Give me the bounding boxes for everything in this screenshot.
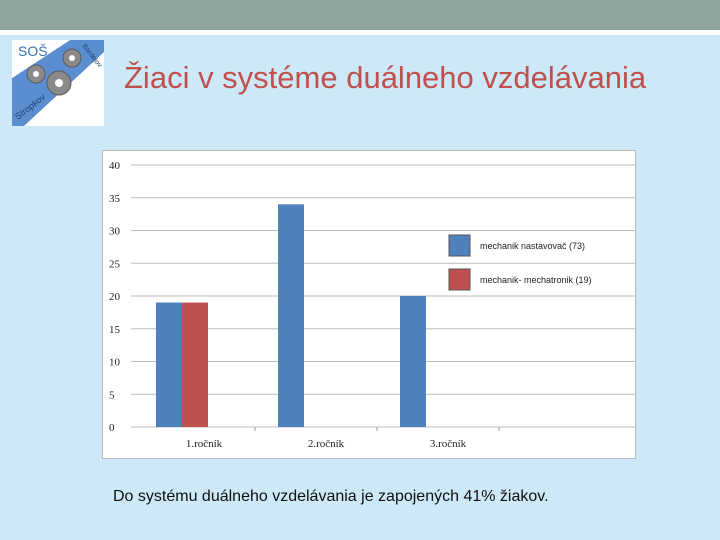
legend-swatch bbox=[448, 234, 471, 257]
bar-series1 bbox=[400, 296, 426, 427]
bar-series2 bbox=[182, 302, 208, 427]
x-tick-label: 1.ročník bbox=[186, 438, 223, 450]
y-tick-label: 20 bbox=[109, 291, 121, 303]
school-logo: SOŠ Stropkov Bardejov bbox=[12, 40, 104, 126]
chart-canvas: 0 5 10 15 20 25 30 35 40 1.ročník 2.ročník 3.ročník… bbox=[109, 160, 635, 450]
bar-chart: 0 5 10 15 20 25 30 35 40 1.ročník 2.ročník 3.ročník… bbox=[102, 150, 636, 459]
x-tick-label: 2.ročník bbox=[308, 438, 345, 450]
legend-label: mechanik- mechatronik (19) bbox=[480, 275, 592, 285]
y-tick-label: 10 bbox=[109, 357, 121, 369]
footnote-text: Do systému duálneho vzdelávania je zapoj… bbox=[113, 488, 549, 505]
top-bar bbox=[0, 0, 720, 30]
logo-corner bbox=[12, 40, 70, 78]
legend-swatch bbox=[448, 268, 471, 291]
y-tick-label: 30 bbox=[109, 226, 121, 238]
y-tick-label: 25 bbox=[109, 258, 121, 270]
x-tick-label: 3.ročník bbox=[430, 438, 467, 450]
gears-icon: SOŠ Stropkov Bardejov bbox=[12, 40, 104, 126]
y-tick-label: 40 bbox=[109, 160, 121, 172]
logo-text-top: SOŠ bbox=[18, 43, 48, 59]
slide-title: Žiaci v systéme duálneho vzdelávania bbox=[124, 60, 647, 95]
legend-label: mechanik nastavovač (73) bbox=[480, 241, 585, 251]
bar-series1 bbox=[278, 204, 304, 427]
y-tick-label: 35 bbox=[109, 193, 121, 205]
y-tick-label: 0 bbox=[109, 422, 115, 434]
bar-series1 bbox=[156, 302, 182, 427]
top-divider bbox=[0, 30, 720, 35]
y-tick-label: 15 bbox=[109, 324, 121, 336]
y-tick-label: 5 bbox=[109, 389, 115, 401]
